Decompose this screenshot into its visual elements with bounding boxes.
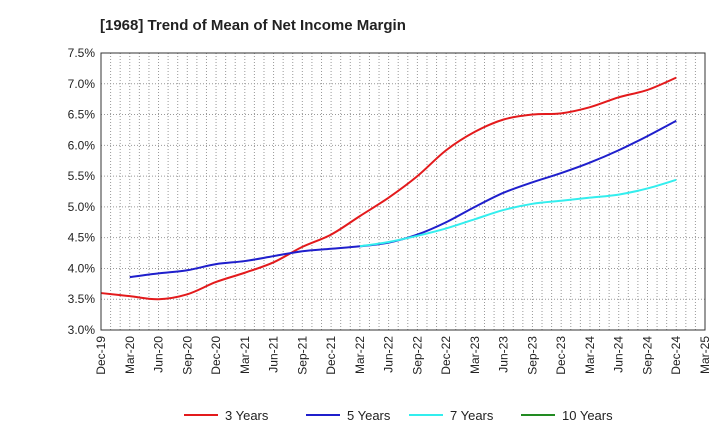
x-tick-label: Mar-23 <box>468 336 482 374</box>
plot-area-frame <box>100 52 706 331</box>
x-tick-label: Jun-24 <box>612 336 626 373</box>
x-tick-label: Jun-21 <box>267 336 281 373</box>
legend-label-3-years: 3 Years <box>225 408 269 423</box>
y-tick-label: 6.0% <box>68 138 96 152</box>
y-tick-label: 6.5% <box>68 108 96 122</box>
legend-label-7-years: 7 Years <box>450 408 494 423</box>
x-tick-label: Jun-20 <box>152 336 166 373</box>
x-tick-label: Mar-22 <box>353 336 367 374</box>
y-tick-label: 7.0% <box>68 77 96 91</box>
chart-title: [1968] Trend of Mean of Net Income Margi… <box>100 17 406 34</box>
series-lines <box>100 76 677 301</box>
legend-label-10-years: 10 Years <box>562 408 613 423</box>
x-tick-label: Dec-23 <box>554 336 568 375</box>
x-tick-label: Dec-21 <box>324 336 338 375</box>
x-tick-label: Mar-25 <box>698 336 712 374</box>
x-tick-label: Mar-20 <box>123 336 137 374</box>
legend: 3 Years 5 Years 7 Years 10 Years <box>184 408 613 423</box>
x-tick-label: Jun-23 <box>497 336 511 373</box>
x-tick-label: Sep-22 <box>410 336 424 375</box>
y-tick-label: 5.5% <box>68 169 96 183</box>
x-tick-label: Sep-23 <box>525 336 539 375</box>
grid <box>100 52 706 331</box>
legend-label-5-years: 5 Years <box>347 408 391 423</box>
series-line-7-years <box>359 178 677 248</box>
x-tick-label: Mar-21 <box>238 336 252 374</box>
series-line-3-years <box>100 76 677 301</box>
y-tick-label: 5.0% <box>68 200 96 214</box>
x-tick-label: Dec-19 <box>94 336 108 375</box>
x-tick-label: Sep-20 <box>180 336 194 375</box>
x-axis-ticks: Dec-19 Mar-20 Jun-20 Sep-20 Dec-20 Mar-21 Jun-… <box>94 336 712 375</box>
y-tick-label: 3.5% <box>68 292 96 306</box>
x-tick-label: Mar-24 <box>583 336 597 374</box>
x-tick-label: Dec-20 <box>209 336 223 375</box>
series-line-5-years <box>129 119 677 279</box>
y-axis-ticks: 7.5% 7.0% 6.5% 6.0% 5.5% 5.0% 4.5% 4.0% 3.5% 3.0% <box>68 46 96 337</box>
y-tick-label: 7.5% <box>68 46 96 60</box>
y-tick-label: 3.0% <box>68 323 96 337</box>
x-tick-label: Dec-22 <box>439 336 453 375</box>
x-tick-label: Sep-24 <box>640 336 654 375</box>
x-tick-label: Sep-21 <box>295 336 309 375</box>
x-tick-label: Dec-24 <box>669 336 683 375</box>
y-tick-label: 4.0% <box>68 261 96 275</box>
y-tick-label: 4.5% <box>68 231 96 245</box>
x-tick-label: Jun-22 <box>382 336 396 373</box>
